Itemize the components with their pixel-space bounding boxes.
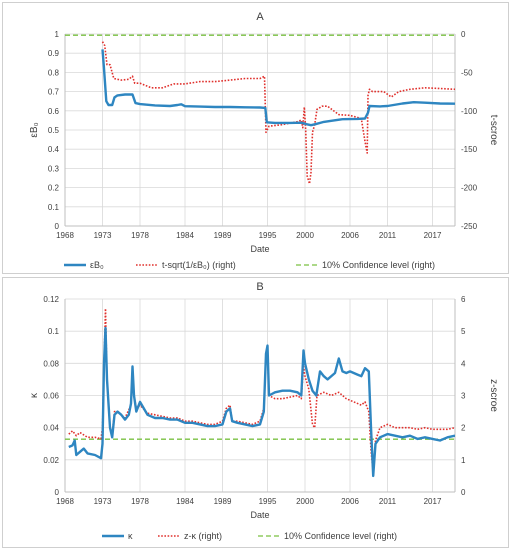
y-left-tick-label: 0 [55, 488, 60, 497]
legend-item: κ [102, 531, 133, 541]
panel-label: B [256, 281, 263, 293]
x-tick-label: 1968 [56, 231, 74, 240]
y-right-tick-label: -50 [461, 68, 473, 77]
x-tick-label: 2000 [296, 497, 314, 506]
x-tick-label: 1968 [56, 497, 74, 506]
y-right-tick-label: -100 [461, 107, 478, 116]
y-right-tick-label: 0 [461, 30, 466, 39]
chart-panel-a: A 0 0.1 0.2 0.3 0.4 0.5 0.6 0.7 0.8 0.9 1 -250 -200 -1… [2, 2, 509, 274]
x-tick-label: 2011 [379, 231, 397, 240]
y-left-tick-label: 0.04 [43, 424, 59, 433]
y-left-tick-label: 1 [55, 30, 60, 39]
series-line-score [101, 41, 455, 185]
legend-item: t-sqrt(1/εB₀) (right) [136, 260, 236, 270]
panel-label: A [256, 11, 264, 23]
x-tick-label: 1989 [214, 231, 232, 240]
y-left-tick-label: 0.08 [43, 359, 59, 368]
legend-label: t-sqrt(1/εB₀) (right) [162, 260, 236, 270]
y-left-tick-label: 0.06 [43, 392, 59, 401]
legend-label: z-κ (right) [184, 531, 222, 541]
legend-label: 10% Confidence level (right) [322, 260, 435, 270]
x-tick-label: 2000 [296, 231, 314, 240]
legend-item: z-κ (right) [158, 531, 222, 541]
y-right-tick-label: 1 [461, 456, 466, 465]
y-right-tick-label: 4 [461, 359, 466, 368]
y-right-tick-label: 2 [461, 424, 466, 433]
x-tick-label: 2017 [424, 497, 442, 506]
y-left-tick-label: 0.7 [48, 88, 60, 97]
y-right-tick-label: -150 [461, 145, 478, 154]
legend-label: 10% Confidence level (right) [284, 531, 397, 541]
chart-b-svg: B 0 0.02 0.04 0.06 0.08 0.1 0.12 0 1 2 3 4 5 6 1968 1973… [29, 281, 499, 541]
x-axis-title: Date [250, 244, 269, 254]
y-right-tick-label: 5 [461, 327, 466, 336]
y-left-tick-label: 0.3 [48, 164, 60, 173]
y-left-axis-title: εB₀ [29, 122, 40, 137]
x-tick-label: 1989 [214, 497, 232, 506]
x-tick-label: 1978 [131, 497, 149, 506]
series-line-primary [101, 49, 455, 127]
series-line-score [68, 307, 455, 474]
x-tick-label: 1978 [131, 231, 149, 240]
x-tick-label: 1973 [94, 497, 112, 506]
y-left-tick-label: 0.5 [48, 126, 60, 135]
y-right-tick-label: 6 [461, 295, 466, 304]
y-right-tick-label: 0 [461, 488, 466, 497]
x-tick-label: 2017 [424, 231, 442, 240]
y-left-tick-label: 0 [55, 222, 60, 231]
x-tick-label: 1973 [94, 231, 112, 240]
y-left-tick-label: 0.1 [48, 203, 60, 212]
chart-panel-b: B 0 0.02 0.04 0.06 0.08 0.1 0.12 0 1 2 3 4 5 6 1968 1973… [2, 277, 509, 548]
x-tick-label: 1984 [176, 497, 194, 506]
series-line-primary [68, 326, 455, 478]
legend-item: 10% Confidence level (right) [296, 260, 435, 270]
legend-label: εB₀ [90, 260, 104, 270]
y-left-tick-label: 0.1 [48, 327, 60, 336]
y-left-tick-label: 0.02 [43, 456, 59, 465]
y-left-axis-title: κ [29, 392, 40, 398]
legend-item: 10% Confidence level (right) [258, 531, 397, 541]
y-left-tick-label: 0.12 [43, 295, 59, 304]
x-tick-label: 1995 [259, 497, 277, 506]
x-tick-label: 1995 [259, 231, 277, 240]
y-right-tick-label: -200 [461, 184, 478, 193]
y-right-axis-title: z-scroe [488, 379, 499, 412]
x-axis-title: Date [250, 510, 269, 520]
x-tick-label: 2006 [341, 497, 359, 506]
x-tick-label: 2011 [379, 497, 397, 506]
y-left-tick-label: 0.6 [48, 107, 60, 116]
legend-label: κ [128, 531, 133, 541]
x-tick-label: 1984 [176, 231, 194, 240]
chart-a-svg: A 0 0.1 0.2 0.3 0.4 0.5 0.6 0.7 0.8 0.9 1 -250 -200 -1… [29, 11, 499, 270]
y-right-tick-label: 3 [461, 392, 466, 401]
y-right-tick-label: -250 [461, 222, 478, 231]
legend-item: εB₀ [64, 260, 104, 270]
x-tick-label: 2006 [341, 231, 359, 240]
y-right-axis-title: t-scroe [488, 115, 499, 146]
y-left-tick-label: 0.8 [48, 68, 60, 77]
y-left-tick-label: 0.9 [48, 49, 60, 58]
y-left-tick-label: 0.2 [48, 184, 60, 193]
y-left-tick-label: 0.4 [48, 145, 60, 154]
